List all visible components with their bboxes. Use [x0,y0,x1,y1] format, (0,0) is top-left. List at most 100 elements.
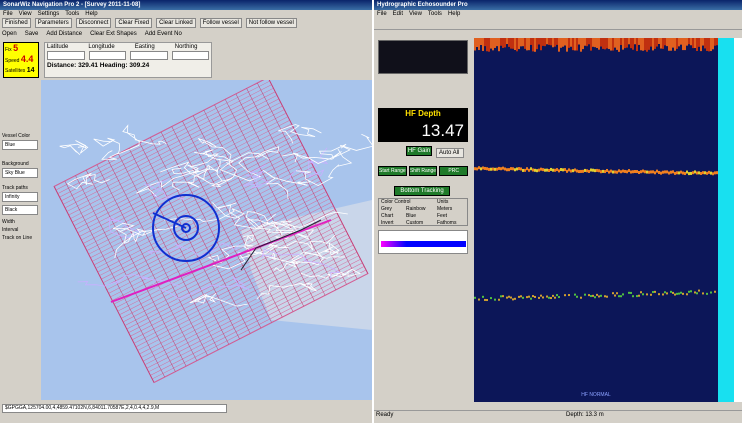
return [594,296,596,299]
radio[interactable]: Custom [406,220,424,226]
label: Width [2,219,15,225]
value: 4.4 [20,54,34,64]
grid-line [139,142,240,340]
return [698,289,700,292]
button[interactable]: Disconnect [75,18,112,28]
radio[interactable]: Chart [381,213,394,219]
menu-item[interactable]: Tools [427,11,442,17]
return [546,38,548,45]
radio[interactable]: Feet [437,213,448,219]
return [490,297,492,300]
button[interactable]: Clear Linked [156,18,196,28]
checkbox[interactable]: Track on Line [2,235,33,241]
status-text: Ready [376,412,394,418]
return [554,296,556,299]
button[interactable]: Add Event No [144,31,182,37]
return [706,171,708,175]
button[interactable]: PRC [439,166,468,176]
return [508,295,510,298]
button[interactable]: Not follow vessel [245,18,297,28]
track [143,179,185,201]
return [544,168,546,172]
status-bar: Ready Depth: 13.3 m [374,410,742,419]
track [212,202,293,230]
button[interactable]: Start Range [378,166,407,176]
menu-item[interactable]: Tools [65,11,80,17]
dropdown[interactable]: Sky Blue [2,168,38,178]
return [692,171,694,175]
radio[interactable]: Grey [381,206,392,212]
button[interactable]: Clear Ext Shapes [90,31,137,37]
return [482,295,484,298]
label: Speed [5,58,20,64]
radio[interactable]: Fathoms [437,220,457,226]
return [596,293,598,296]
return [530,297,532,300]
button[interactable]: Follow vessel [199,18,242,28]
return [532,168,534,172]
menu-item[interactable]: Edit [392,11,404,17]
radio[interactable]: Rainbow [406,206,426,212]
track [262,169,311,200]
button[interactable]: Clear Fixed [115,18,153,28]
nav-window: SonarWiz Navigation Pro 2 - [Survey 2011… [0,0,372,423]
track [59,140,89,155]
grid-line [85,170,187,367]
track [245,211,283,240]
return [564,38,566,46]
radio[interactable]: Blue [406,213,417,219]
return [590,295,592,298]
return [666,292,668,295]
vessel [181,223,191,233]
menu-item[interactable]: File [377,11,387,17]
return [540,38,542,51]
return [496,167,498,171]
menu-bar: File View Settings Tools Help [0,10,372,18]
return [558,38,560,52]
menu-item[interactable]: Help [447,11,461,17]
radio[interactable]: Meters [437,206,453,212]
return [494,38,496,48]
menu-item[interactable]: View [18,11,32,17]
return [574,293,576,296]
menu-item[interactable]: Settings [37,11,60,17]
return [474,296,476,299]
dropdown[interactable]: Black [2,205,38,215]
button[interactable]: Finished [2,18,31,28]
menu-item[interactable]: View [409,11,422,17]
return [614,170,616,174]
button[interactable]: Open [2,31,17,37]
return [568,38,570,48]
menu-item[interactable]: Help [85,11,98,17]
return [540,167,542,171]
return [664,38,666,46]
radio[interactable]: Invert [381,220,394,226]
return [628,169,630,173]
button[interactable]: HF Gain [406,146,432,156]
return [540,294,542,297]
return [512,38,514,49]
track [104,216,143,239]
dropdown[interactable]: Infinity [2,192,38,202]
return [706,292,708,295]
return [528,38,530,51]
value: 5 [13,43,19,53]
menu-item[interactable]: File [3,11,13,17]
return [516,38,518,52]
dropdown[interactable]: Blue [2,140,38,150]
return [514,168,516,172]
button[interactable]: Shift Range [408,166,438,176]
button[interactable]: Parameters [34,18,72,28]
return [714,38,716,46]
return [568,168,570,172]
button[interactable]: Auto All [436,148,464,158]
return [574,38,576,51]
return [618,169,620,173]
button[interactable]: Save [24,31,39,37]
grid-line [182,120,283,318]
button[interactable]: Add Distance [46,31,83,37]
return [636,38,638,52]
button[interactable]: Bottom Tracking [394,186,450,196]
return [670,38,672,51]
return [526,38,528,51]
